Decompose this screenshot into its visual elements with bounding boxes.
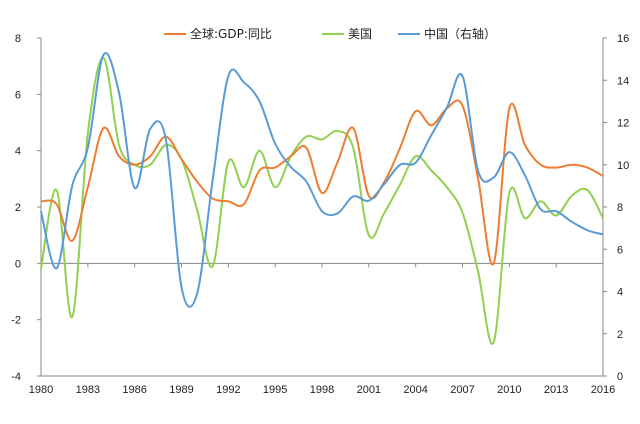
x-tick-label: 2013 [544, 384, 568, 396]
chart-axes [37, 37, 607, 377]
legend-label: 美国 [348, 27, 372, 41]
chart-series [40, 51, 604, 346]
y-left-tick-label: -2 [11, 315, 21, 327]
x-tick-label: 2001 [357, 384, 381, 396]
y-right-tick-label: 8 [617, 202, 623, 214]
legend-label: 中国（右轴） [424, 26, 496, 41]
y-left-tick-label: 2 [15, 202, 21, 214]
y-left-tick-label: 6 [15, 89, 21, 101]
y-left-tick-label: 0 [15, 258, 21, 270]
legend-item-usa: 美国 [322, 27, 372, 41]
legend-item-china: 中国（右轴） [398, 26, 496, 41]
y-right-tick-label: 2 [617, 329, 623, 341]
x-tick-label: 2004 [403, 384, 427, 396]
x-tick-label: 2010 [497, 384, 521, 396]
x-tick-label: 2007 [450, 384, 474, 396]
y-right-tick-label: 0 [617, 371, 623, 383]
series-line-china [40, 51, 604, 308]
y-right-tick-label: 12 [617, 118, 629, 130]
y-left-tick-label: 8 [15, 33, 21, 45]
x-tick-label: 1998 [310, 384, 334, 396]
y-right-tick-label: 14 [617, 75, 629, 87]
x-tick-label: 2016 [591, 384, 615, 396]
y-right-tick-label: 6 [617, 244, 623, 256]
x-tick-label: 1995 [263, 384, 287, 396]
x-tick-label: 1989 [169, 384, 193, 396]
legend-item-global-gdp: 全球:GDP:同比 [164, 26, 272, 41]
series-line-global-gdp [40, 99, 604, 266]
chart-tick-labels: 1980 1983 1986 1989 1992 1995 1998 2001 2004 2007… [11, 33, 629, 396]
legend-label: 全球:GDP:同比 [190, 26, 272, 41]
y-left-tick-label: 4 [15, 146, 21, 158]
y-left-tick-label: -4 [11, 371, 21, 383]
y-right-tick-label: 16 [617, 33, 629, 45]
x-tick-label: 1983 [76, 384, 100, 396]
y-right-tick-label: 4 [617, 287, 623, 299]
chart-legend: 全球:GDP:同比 美国 中国（右轴） [164, 26, 496, 41]
x-tick-label: 1980 [29, 384, 53, 396]
series-line-usa [40, 56, 604, 346]
x-tick-label: 1986 [122, 384, 146, 396]
y-right-tick-label: 10 [617, 160, 629, 172]
x-tick-label: 1992 [216, 384, 240, 396]
